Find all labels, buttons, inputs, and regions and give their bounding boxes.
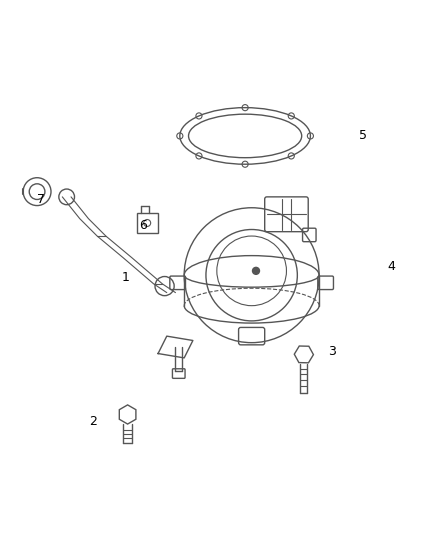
Text: 3: 3 (328, 345, 336, 358)
Text: 5: 5 (359, 130, 367, 142)
Text: 6: 6 (139, 219, 147, 232)
Circle shape (253, 268, 259, 274)
Text: 1: 1 (121, 271, 129, 284)
Text: 4: 4 (387, 260, 395, 273)
Text: 7: 7 (36, 192, 45, 206)
Text: 2: 2 (89, 415, 97, 427)
